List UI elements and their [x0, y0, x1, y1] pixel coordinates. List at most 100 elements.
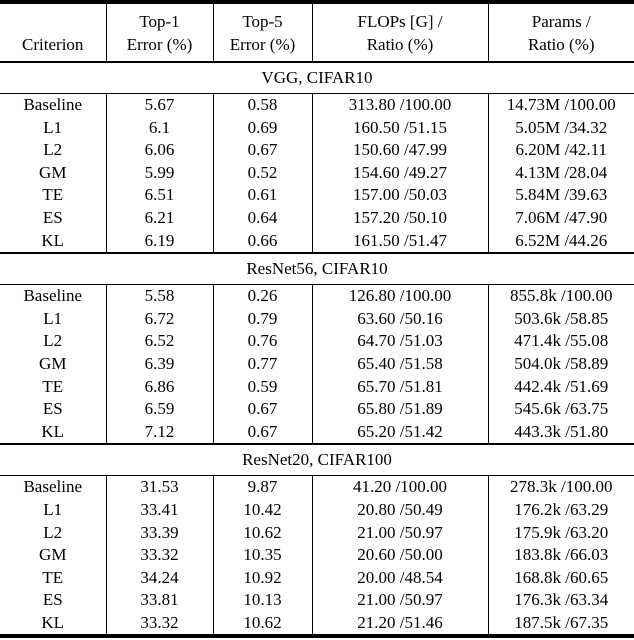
- cell-flops: 21.20 /51.46: [312, 611, 489, 637]
- cell-flops: 65.70 /51.81: [312, 375, 489, 399]
- table-row: L2 6.06 0.67 150.60 /47.99 6.20M /42.11: [0, 139, 634, 162]
- cell-flops: 157.20 /50.10: [312, 206, 489, 230]
- cell-params: 176.2k /63.29: [514, 499, 609, 519]
- section-title-row: ResNet20, CIFAR100: [0, 443, 634, 477]
- cell-params: 504.0k /58.89: [514, 353, 609, 373]
- table-row: L1 6.1 0.69 160.50 /51.15 5.05M /34.32: [0, 116, 634, 140]
- cell-top5: 10.92: [213, 566, 313, 590]
- cell-top1: 34.24: [106, 566, 214, 590]
- section-title: ResNet20, CIFAR100: [0, 443, 634, 477]
- cell-params: 175.9k /63.20: [514, 522, 609, 542]
- cell-criterion: Baseline: [0, 284, 107, 308]
- cell-criterion: GM: [0, 352, 107, 376]
- table-row: L1 6.72 0.79 63.60 /50.16 503.6k /58.85: [0, 307, 634, 331]
- cell-top1: 31.53: [106, 475, 214, 499]
- table-row: TE 6.51 0.61 157.00 /50.03 5.84M /39.63: [0, 184, 634, 207]
- cell-top1: 7.12: [106, 420, 214, 445]
- table-row: ES 33.81 10.13 21.00 /50.97 176.3k /63.34: [0, 589, 634, 612]
- cell-top5: 10.35: [213, 544, 313, 567]
- table-body: VGG, CIFAR10 Baseline 5.67 0.58 313.80 /100.…: [0, 61, 634, 637]
- cell-criterion: ES: [0, 589, 107, 612]
- cell-flops: 157.00 /50.03: [312, 184, 489, 207]
- cell-top5: 0.79: [213, 307, 313, 331]
- table-row: TE 6.86 0.59 65.70 /51.81 442.4k /51.69: [0, 375, 634, 399]
- cell-params: 4.13M /28.04: [515, 162, 608, 182]
- cell-params: 855.8k /100.00: [510, 286, 613, 306]
- table-header: Criterion Top-1 Error (%) Top-5 Error (%…: [0, 2, 634, 62]
- cell-flops: 20.00 /48.54: [312, 566, 489, 590]
- table-row: L1 33.41 10.42 20.80 /50.49 176.2k /63.29: [0, 498, 634, 522]
- cell-top5: 10.42: [213, 498, 313, 522]
- cell-params: 6.20M /42.11: [515, 140, 607, 160]
- cell-top1: 33.32: [106, 544, 214, 567]
- cell-top1: 6.06: [106, 139, 214, 162]
- cell-top5: 0.67: [213, 420, 313, 445]
- cell-params: 7.06M /47.90: [515, 207, 608, 227]
- cell-top5: 0.61: [213, 184, 313, 207]
- table-row: L2 6.52 0.76 64.70 /51.03 471.4k /55.08: [0, 330, 634, 353]
- col-header-criterion: Criterion: [0, 2, 107, 62]
- cell-top1: 6.19: [106, 229, 214, 254]
- cell-top5: 0.77: [213, 352, 313, 376]
- cell-top5: 0.76: [213, 330, 313, 353]
- cell-criterion: L1: [0, 116, 107, 140]
- cell-params: 443.3k /51.80: [514, 421, 609, 441]
- cell-top1: 5.67: [106, 93, 214, 117]
- cell-flops: 41.20 /100.00: [312, 475, 489, 499]
- col-header-params-ratio: Params / Ratio (%): [527, 12, 595, 54]
- cell-flops: 20.60 /50.00: [312, 544, 489, 567]
- cell-params: 503.6k /58.85: [514, 308, 609, 328]
- section-title: VGG, CIFAR10: [0, 61, 634, 94]
- cell-top1: 5.99: [106, 161, 214, 185]
- cell-criterion: Baseline: [0, 93, 107, 117]
- cell-params: 278.3k /100.00: [510, 477, 613, 497]
- cell-flops: 63.60 /50.16: [312, 307, 489, 331]
- cell-top1: 6.39: [106, 352, 214, 376]
- section-title-row: VGG, CIFAR10: [0, 61, 634, 94]
- cell-top5: 10.13: [213, 589, 313, 612]
- cell-flops: 160.50 /51.15: [312, 116, 489, 140]
- cell-criterion: GM: [0, 544, 107, 567]
- cell-top1: 6.59: [106, 398, 214, 421]
- cell-top1: 6.1: [106, 116, 214, 140]
- cell-flops: 20.80 /50.49: [312, 498, 489, 522]
- cell-flops: 64.70 /51.03: [312, 330, 489, 353]
- cell-top1: 5.58: [106, 284, 214, 308]
- cell-top5: 9.87: [213, 475, 313, 499]
- cell-top1: 33.81: [106, 589, 214, 612]
- cell-criterion: Baseline: [0, 475, 107, 499]
- table-row: L2 33.39 10.62 21.00 /50.97 175.9k /63.20: [0, 521, 634, 545]
- cell-top1: 6.86: [106, 375, 214, 399]
- cell-top5: 0.67: [213, 398, 313, 421]
- table-row: KL 7.12 0.67 65.20 /51.42 443.3k /51.80: [0, 420, 634, 445]
- table-row: Baseline 5.58 0.26 126.80 /100.00 855.8k /10…: [0, 284, 634, 308]
- table-row: ES 6.21 0.64 157.20 /50.10 7.06M /47.90: [0, 206, 634, 230]
- cell-criterion: L2: [0, 521, 107, 545]
- cell-params: 176.3k /63.34: [514, 590, 609, 610]
- cell-criterion: L1: [0, 307, 107, 331]
- cell-params: 5.05M /34.32: [515, 117, 608, 137]
- cell-params: 442.4k /51.69: [514, 376, 609, 396]
- cell-criterion: L2: [0, 139, 107, 162]
- cell-flops: 313.80 /100.00: [312, 93, 489, 117]
- col-header-flops-ratio: FLOPs [G] / Ratio (%): [312, 2, 489, 62]
- cell-criterion: L2: [0, 330, 107, 353]
- section-title: ResNet56, CIFAR10: [0, 252, 634, 286]
- cell-flops: 126.80 /100.00: [312, 284, 489, 308]
- cell-top5: 0.59: [213, 375, 313, 399]
- cell-params: 168.8k /60.65: [514, 567, 609, 587]
- cell-top5: 10.62: [213, 611, 313, 637]
- cell-top1: 6.21: [106, 206, 214, 230]
- cell-flops: 21.00 /50.97: [312, 521, 489, 545]
- table-row: Baseline 5.67 0.58 313.80 /100.00 14.73M /10…: [0, 93, 634, 117]
- cell-flops: 65.40 /51.58: [312, 352, 489, 376]
- cell-flops: 21.00 /50.97: [312, 589, 489, 612]
- cell-criterion: KL: [0, 420, 107, 445]
- cell-top1: 6.51: [106, 184, 214, 207]
- table-row: TE 34.24 10.92 20.00 /48.54 168.8k /60.65: [0, 566, 634, 590]
- cell-criterion: ES: [0, 206, 107, 230]
- table-row: GM 5.99 0.52 154.60 /49.27 4.13M /28.04: [0, 161, 634, 185]
- cell-flops: 65.80 /51.89: [312, 398, 489, 421]
- cell-criterion: TE: [0, 566, 107, 590]
